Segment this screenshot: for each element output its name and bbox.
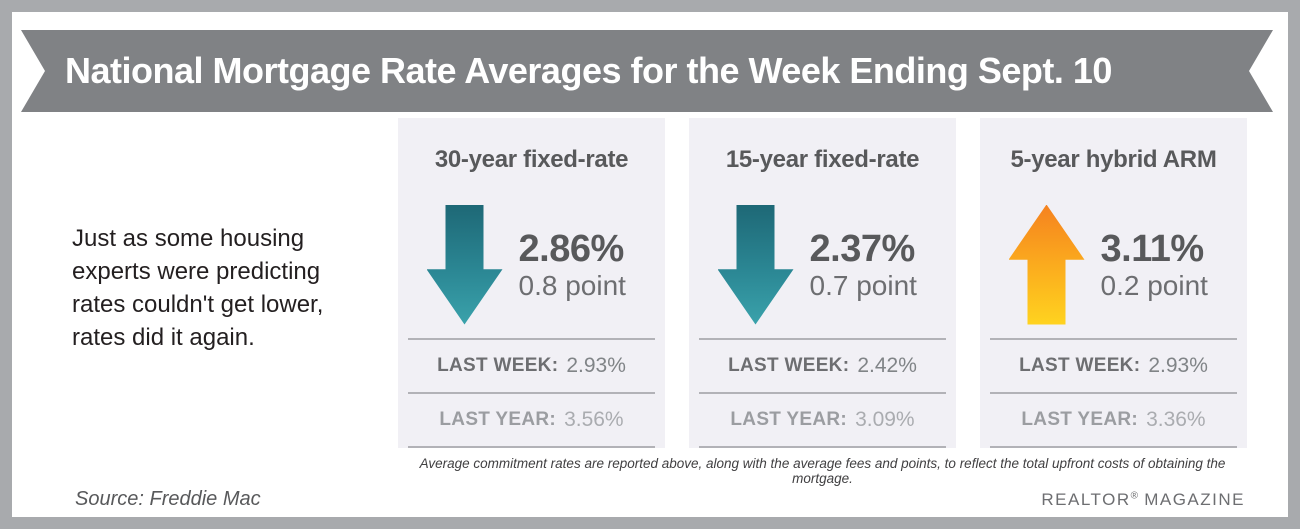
divider (699, 338, 946, 340)
last-year-value: 3.56% (564, 408, 624, 431)
page-title: National Mortgage Rate Averages for the … (65, 50, 1112, 91)
down-arrow-icon (717, 204, 794, 325)
last-year-value: 3.36% (1146, 408, 1206, 431)
last-week-value: 2.93% (1148, 354, 1208, 377)
registered-trademark-symbol: ® (1130, 490, 1138, 502)
source-credit: Source: Freddie Mac (75, 488, 261, 510)
last-week-label: LAST WEEK: (1019, 355, 1141, 376)
last-week-row: LAST WEEK: 2.93% (990, 340, 1237, 392)
last-week-label: LAST WEEK: (728, 355, 850, 376)
rate-point: 0.7 point (809, 269, 917, 301)
card-rate-area: 2.37% 0.7 point (689, 196, 956, 333)
last-week-row: LAST WEEK: 2.42% (699, 340, 946, 392)
divider (990, 446, 1237, 448)
intro-text: Just as some housing experts were predic… (72, 225, 324, 351)
card-title: 15-year fixed-rate (725, 146, 920, 173)
rate-point: 0.2 point (1100, 269, 1208, 301)
infographic-canvas: National Mortgage Rate Averages for the … (12, 12, 1288, 517)
rate-value: 2.37% (809, 227, 916, 270)
title-ribbon: National Mortgage Rate Averages for the … (21, 30, 1273, 112)
divider (990, 392, 1237, 394)
last-year-value: 3.09% (855, 408, 915, 431)
card-stats: LAST WEEK: 2.42% LAST YEAR: 3.09% (689, 338, 956, 448)
divider (408, 338, 655, 340)
rate-block: 3.11% 0.2 point (1101, 228, 1219, 302)
rate-card-30-year: 30-year fixed-rate 2.86% 0.8 point LAST … (398, 118, 665, 448)
last-week-label: LAST WEEK: (437, 355, 559, 376)
divider (408, 392, 655, 394)
card-stats: LAST WEEK: 2.93% LAST YEAR: 3.56% (398, 338, 665, 448)
rate-cards: 30-year fixed-rate 2.86% 0.8 point LAST … (398, 118, 1247, 448)
card-title: 30-year fixed-rate (434, 146, 629, 173)
rate-card-15-year: 15-year fixed-rate 2.37% 0.7 point LAST … (689, 118, 956, 448)
rate-point: 0.8 point (518, 269, 626, 301)
divider (408, 446, 655, 448)
up-arrow-icon (1008, 204, 1085, 325)
last-week-value: 2.93% (566, 354, 626, 377)
last-year-row: LAST YEAR: 3.09% (699, 394, 946, 446)
card-rate-area: 3.11% 0.2 point (980, 196, 1247, 333)
last-week-row: LAST WEEK: 2.93% (408, 340, 655, 392)
last-year-row: LAST YEAR: 3.36% (990, 394, 1237, 446)
last-year-label: LAST YEAR: (439, 409, 557, 430)
footnote-text: Average commitment rates are reported ab… (419, 456, 1226, 486)
divider (699, 446, 946, 448)
card-rate-area: 2.86% 0.8 point (398, 196, 665, 333)
last-year-label: LAST YEAR: (730, 409, 848, 430)
down-arrow-icon (426, 204, 503, 325)
publisher-suffix: MAGAZINE (1137, 490, 1245, 509)
rate-value: 3.11% (1100, 227, 1205, 270)
divider (699, 392, 946, 394)
divider (990, 338, 1237, 340)
publisher-credit: REALTOR® MAGAZINE (1041, 490, 1245, 510)
last-week-value: 2.42% (857, 354, 917, 377)
last-year-row: LAST YEAR: 3.56% (408, 394, 655, 446)
card-title: 5-year hybrid ARM (1010, 146, 1217, 173)
rate-block: 2.86% 0.8 point (519, 228, 637, 302)
card-stats: LAST WEEK: 2.93% LAST YEAR: 3.36% (980, 338, 1247, 448)
rate-value: 2.86% (518, 227, 625, 270)
publisher-name: REALTOR (1041, 490, 1131, 509)
last-year-label: LAST YEAR: (1021, 409, 1139, 430)
rate-card-5-year-arm: 5-year hybrid ARM 3.11% 0.2 point LAST W… (980, 118, 1247, 448)
rate-block: 2.37% 0.7 point (810, 228, 928, 302)
